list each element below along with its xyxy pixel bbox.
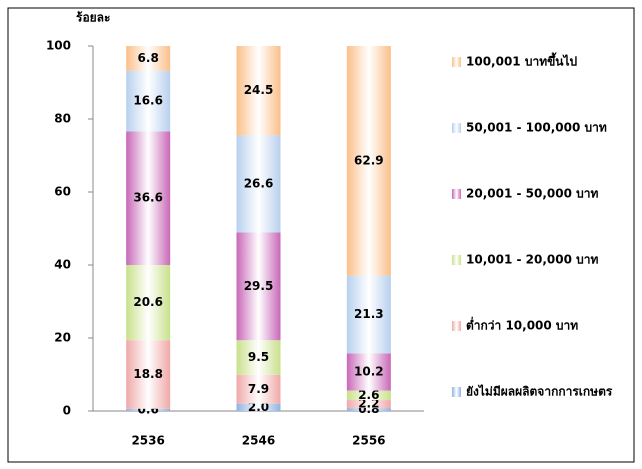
- legend-swatch: [452, 123, 461, 133]
- legend-label: 20,001 - 50,000 บาท: [466, 187, 598, 201]
- data-label: 2.6: [358, 388, 379, 402]
- data-label: 2.2: [358, 397, 379, 411]
- y-tick-label: 80: [54, 112, 71, 126]
- data-label: 9.5: [248, 350, 269, 364]
- bar-segment: [346, 400, 391, 409]
- bar-segment: [126, 70, 171, 132]
- x-tick-label: 2556: [352, 434, 385, 448]
- bar-segment: [236, 232, 281, 341]
- data-label: 20.6: [133, 295, 163, 309]
- y-axis-label: ร้อยละ: [76, 11, 110, 25]
- y-tick-label: 0: [63, 404, 71, 418]
- data-label: 62.9: [354, 153, 384, 167]
- legend-label: ยังไม่มีผลผลิตจากการเกษตร: [466, 384, 613, 399]
- bar-segment: [126, 340, 171, 409]
- data-label: 6.8: [138, 51, 159, 65]
- legend-swatch: [452, 321, 461, 331]
- legend-swatch: [452, 57, 461, 67]
- bar-segment: [346, 275, 391, 354]
- data-label: 18.8: [133, 367, 163, 381]
- data-label: 21.3: [354, 307, 384, 321]
- bar-segment: [346, 353, 391, 391]
- legend-label: 50,001 - 100,000 บาท: [466, 121, 607, 135]
- bar-segment: [236, 403, 281, 411]
- x-tick-label: 2546: [242, 434, 275, 448]
- legend-label: ต่ำกว่า 10,000 บาท: [466, 317, 578, 333]
- x-tick-label: 2536: [131, 434, 164, 448]
- y-tick-label: 40: [54, 258, 71, 272]
- y-tick-label: 100: [46, 39, 71, 53]
- legend-label: 100,001 บาทขึ้นไป: [466, 52, 578, 69]
- data-label: 24.5: [244, 83, 274, 97]
- legend-swatch: [452, 255, 461, 265]
- data-label: 29.5: [244, 279, 274, 293]
- legend-label: 10,001 - 20,000 บาท: [466, 253, 598, 267]
- data-label: 7.9: [248, 382, 269, 396]
- data-label: 26.6: [244, 176, 274, 190]
- bar-segment: [236, 340, 281, 375]
- legend-swatch: [452, 189, 461, 199]
- y-tick-label: 20: [54, 331, 71, 345]
- bar-segment: [236, 135, 281, 233]
- data-label: 10.2: [354, 364, 384, 378]
- bar-segment: [126, 131, 171, 265]
- data-label: 36.6: [133, 191, 163, 205]
- bar-segment: [126, 46, 171, 71]
- y-tick-label: 60: [54, 185, 71, 199]
- legend-swatch: [452, 387, 461, 397]
- bar-segment: [236, 374, 281, 404]
- chart-border: [7, 7, 635, 463]
- data-label: 16.6: [133, 94, 163, 108]
- bar-segment: [236, 46, 281, 136]
- bar-segment: [346, 390, 391, 401]
- bar-segment: [346, 408, 391, 411]
- bar-segment: [126, 265, 171, 341]
- bar-segment: [346, 46, 391, 276]
- bar-segment: [126, 408, 171, 411]
